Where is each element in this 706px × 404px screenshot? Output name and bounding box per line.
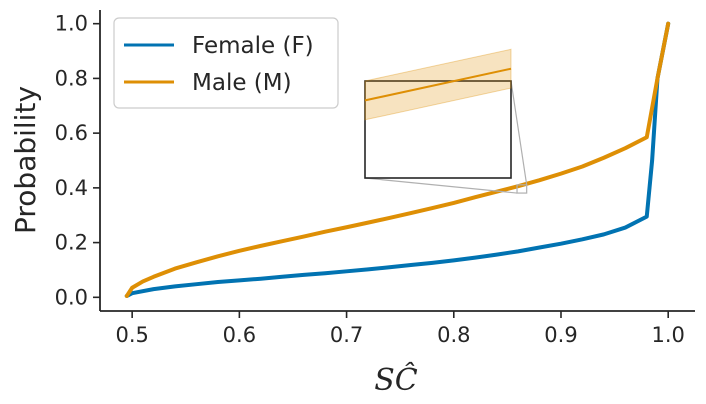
x-ticks: 0.5 0.6 0.7 0.8 0.9 1.0 xyxy=(115,311,685,347)
inset-series-line xyxy=(364,67,512,102)
plot-area xyxy=(124,21,671,298)
zoom-region xyxy=(516,184,528,194)
axes xyxy=(99,10,695,312)
legend: Female (F) Male (M) xyxy=(113,17,339,109)
y-tick-label: 0.2 xyxy=(55,231,88,255)
series-layer xyxy=(124,21,671,298)
x-tick-label: 0.8 xyxy=(437,323,470,347)
y-tick-label: 1.0 xyxy=(55,12,88,36)
inset-connector xyxy=(510,80,528,185)
zoom-inset xyxy=(364,48,528,194)
legend-label-female: Female (F) xyxy=(192,33,314,59)
x-tick-label: 0.9 xyxy=(544,323,577,347)
x-tick-label: 0.5 xyxy=(115,323,148,347)
y-axis-label: Probability xyxy=(9,86,42,234)
y-tick-label: 0.8 xyxy=(55,66,88,90)
y-tick-label: 0.0 xyxy=(55,285,88,309)
series-line-0 xyxy=(124,21,671,298)
x-axis-label: SĈ xyxy=(374,362,418,398)
inset-frame xyxy=(364,80,512,179)
inset-connector xyxy=(364,177,518,194)
y-tick-label: 0.6 xyxy=(55,121,88,145)
x-tick-label: 0.7 xyxy=(330,323,363,347)
y-ticks: 0.0 0.2 0.4 0.6 0.8 1.0 xyxy=(55,12,100,309)
legend-label-male: Male (M) xyxy=(192,70,292,96)
series-line-1 xyxy=(124,21,671,298)
legend-box xyxy=(113,17,339,109)
y-tick-label: 0.4 xyxy=(55,176,88,200)
x-tick-label: 0.6 xyxy=(223,323,256,347)
x-tick-label: 1.0 xyxy=(651,323,684,347)
